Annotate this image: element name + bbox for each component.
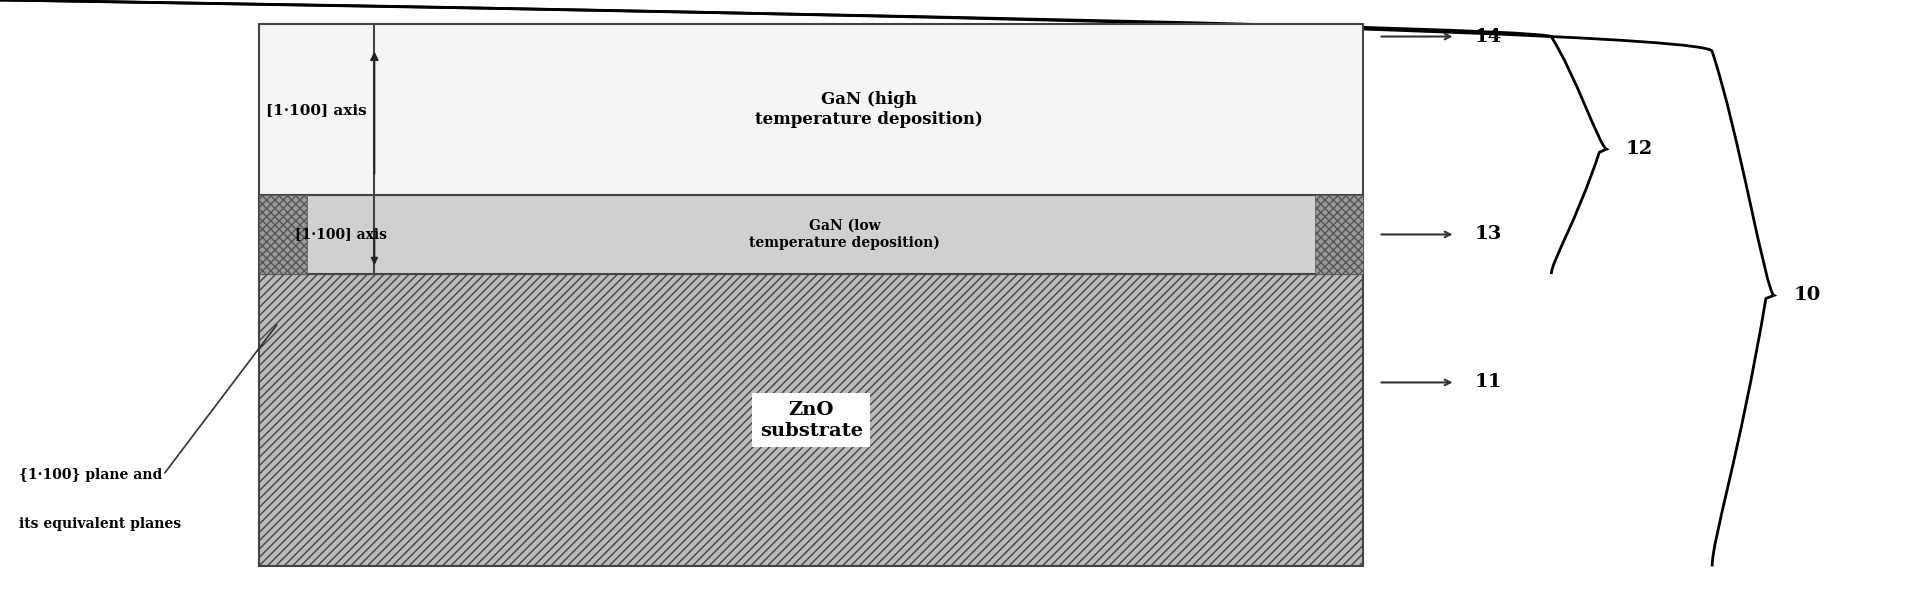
Text: ZnO
substrate: ZnO substrate — [760, 401, 862, 440]
Text: 13: 13 — [1475, 225, 1501, 244]
Bar — [259, 24, 1363, 195]
Bar — [1315, 195, 1363, 274]
Text: GaN (low
temperature deposition): GaN (low temperature deposition) — [749, 219, 941, 250]
Text: its equivalent planes: its equivalent planes — [19, 517, 180, 530]
Bar — [259, 195, 1363, 274]
Bar — [259, 274, 1363, 566]
Text: 11: 11 — [1475, 373, 1501, 392]
Text: [1·100] axis: [1·100] axis — [296, 228, 386, 241]
Text: 14: 14 — [1475, 27, 1501, 46]
Text: 10: 10 — [1793, 286, 1820, 304]
Text: GaN (high
temperature deposition): GaN (high temperature deposition) — [755, 91, 983, 128]
Text: [1·100] axis: [1·100] axis — [267, 103, 367, 116]
Text: {1·100} plane and: {1·100} plane and — [19, 468, 163, 482]
Text: 12: 12 — [1626, 140, 1653, 158]
Bar — [259, 195, 307, 274]
